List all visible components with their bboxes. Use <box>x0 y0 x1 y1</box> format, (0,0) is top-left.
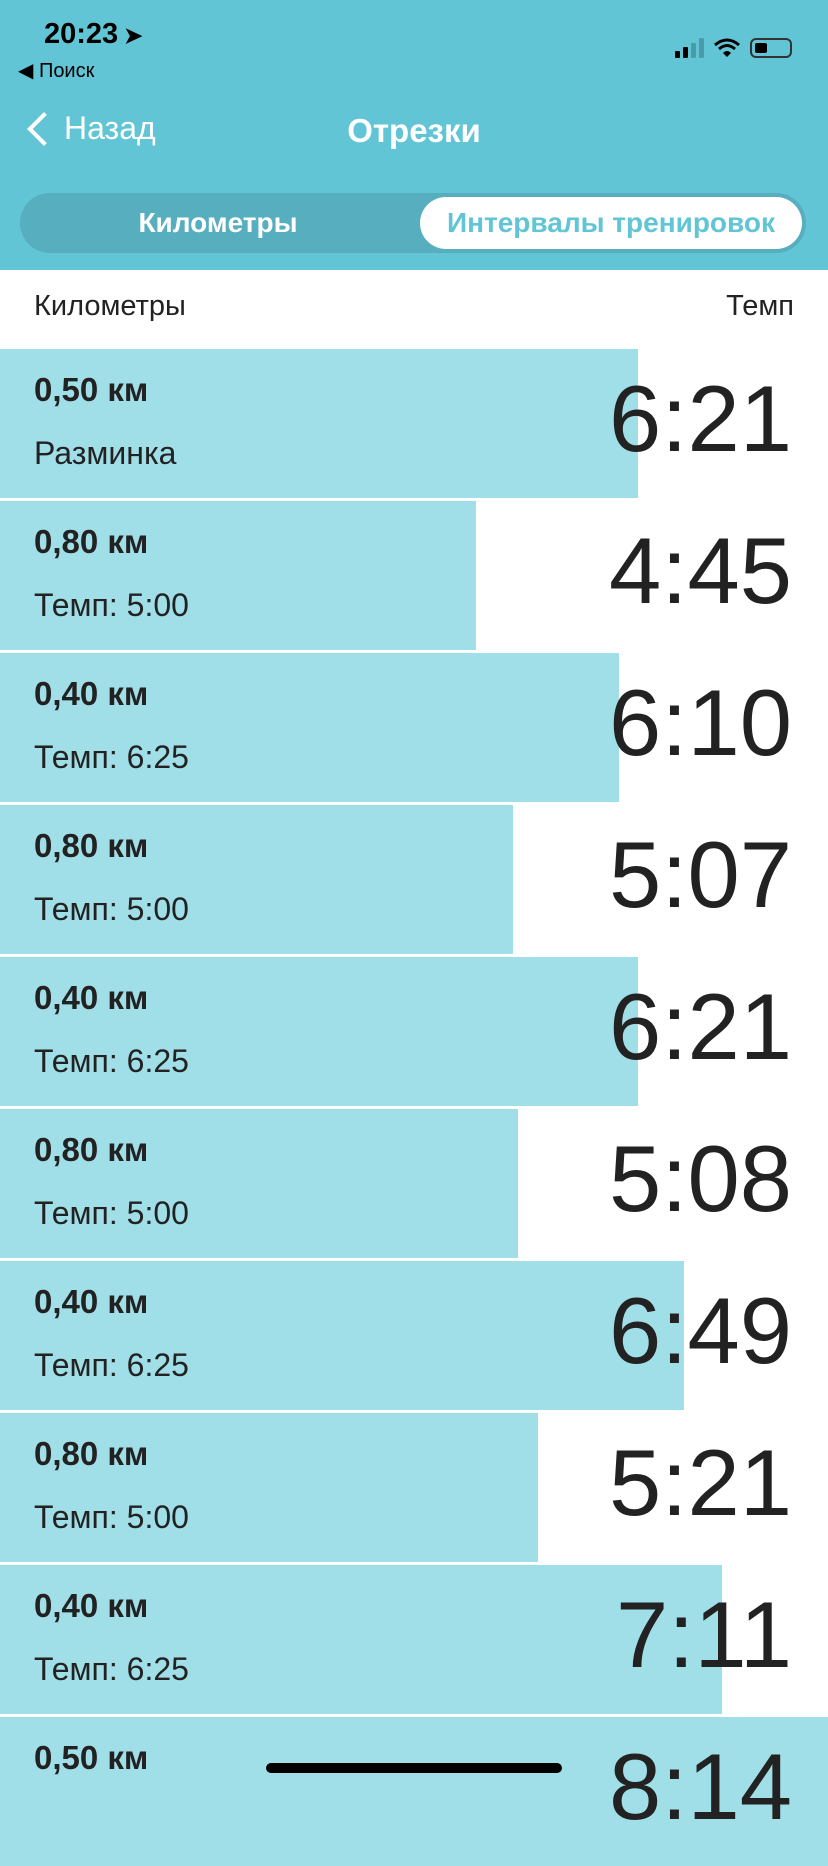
status-time: 20:23 ➤ <box>44 18 143 51</box>
split-distance: 0,50 км <box>34 1739 149 1776</box>
split-distance: 0,80 км <box>34 827 149 864</box>
split-row[interactable]: 0,50 км Разминка 6:21 <box>0 349 828 498</box>
split-pace: 5:21 <box>609 1430 792 1535</box>
signal-icon <box>675 38 704 58</box>
split-distance: 0,40 км <box>34 1283 149 1320</box>
split-label: Темп: 5:00 <box>34 1195 189 1231</box>
pace-bar <box>0 1109 518 1258</box>
location-arrow-icon: ➤ <box>124 23 143 48</box>
split-row[interactable]: 0,80 км Темп: 5:00 5:08 <box>0 1109 828 1258</box>
segmented-control: Километры Интервалы тренировок <box>20 193 806 253</box>
split-row[interactable]: 0,40 км Темп: 6:25 6:21 <box>0 957 828 1106</box>
split-distance: 0,80 км <box>34 1131 149 1168</box>
split-distance: 0,80 км <box>34 523 149 560</box>
pace-bar <box>0 501 477 650</box>
split-pace: 5:08 <box>609 1126 792 1231</box>
split-pace: 6:21 <box>609 974 792 1079</box>
status-icons <box>675 38 792 58</box>
split-label: Темп: 5:00 <box>34 891 189 927</box>
pace-bar <box>0 1565 723 1714</box>
split-label: Темп: 5:00 <box>34 587 189 623</box>
split-pace: 6:10 <box>609 670 792 775</box>
split-label: Темп: 6:25 <box>34 1043 189 1079</box>
back-label: Назад <box>64 110 156 146</box>
split-pace: 8:14 <box>609 1734 792 1839</box>
column-header-distance: Километры <box>34 290 186 322</box>
back-button[interactable]: Назад <box>22 110 156 147</box>
pace-bar <box>0 349 638 498</box>
split-pace: 4:45 <box>609 518 792 623</box>
split-pace: 6:21 <box>609 366 792 471</box>
split-label: Темп: 6:25 <box>34 1347 189 1383</box>
pace-bar <box>0 1261 684 1410</box>
battery-icon <box>750 38 792 58</box>
split-row[interactable]: 0,80 км Темп: 5:00 5:21 <box>0 1413 828 1562</box>
wifi-icon <box>714 38 740 57</box>
split-label: Темп: 6:25 <box>34 1651 189 1687</box>
split-distance: 0,40 км <box>34 1587 149 1624</box>
pace-bar <box>0 957 638 1106</box>
back-to-app-link[interactable]: ◀ Поиск <box>18 60 95 82</box>
page-title: Отрезки <box>347 112 481 149</box>
column-header-pace: Темп <box>726 290 794 322</box>
split-pace: 6:49 <box>609 1278 792 1383</box>
split-label: Темп: 5:00 <box>34 1499 189 1535</box>
time-text: 20:23 <box>44 18 119 50</box>
split-pace: 5:07 <box>609 822 792 927</box>
split-row[interactable]: 0,80 км Темп: 5:00 4:45 <box>0 501 828 650</box>
pace-bar <box>0 1413 539 1562</box>
pace-bar <box>0 653 620 802</box>
home-indicator[interactable] <box>266 1763 562 1773</box>
pace-bar <box>0 805 514 954</box>
split-distance: 0,40 км <box>34 979 149 1016</box>
split-distance: 0,80 км <box>34 1435 149 1472</box>
split-label: Темп: 6:25 <box>34 739 189 775</box>
split-row[interactable]: 0,40 км Темп: 6:25 6:10 <box>0 653 828 802</box>
split-distance: 0,40 км <box>34 675 149 712</box>
split-row[interactable]: 0,40 км Темп: 6:25 7:11 <box>0 1565 828 1714</box>
split-distance: 0,50 км <box>34 371 149 408</box>
tab-intervals[interactable]: Интервалы тренировок <box>420 197 802 249</box>
header: 20:23 ➤ ◀ Поиск Назад Отрезки Километры И… <box>0 0 828 270</box>
split-label: Разминка <box>34 435 177 471</box>
split-row[interactable]: 0,40 км Темп: 6:25 6:49 <box>0 1261 828 1410</box>
tab-kilometers[interactable]: Километры <box>138 207 298 238</box>
split-pace: 7:11 <box>616 1582 792 1687</box>
split-row[interactable]: 0,80 км Темп: 5:00 5:07 <box>0 805 828 954</box>
